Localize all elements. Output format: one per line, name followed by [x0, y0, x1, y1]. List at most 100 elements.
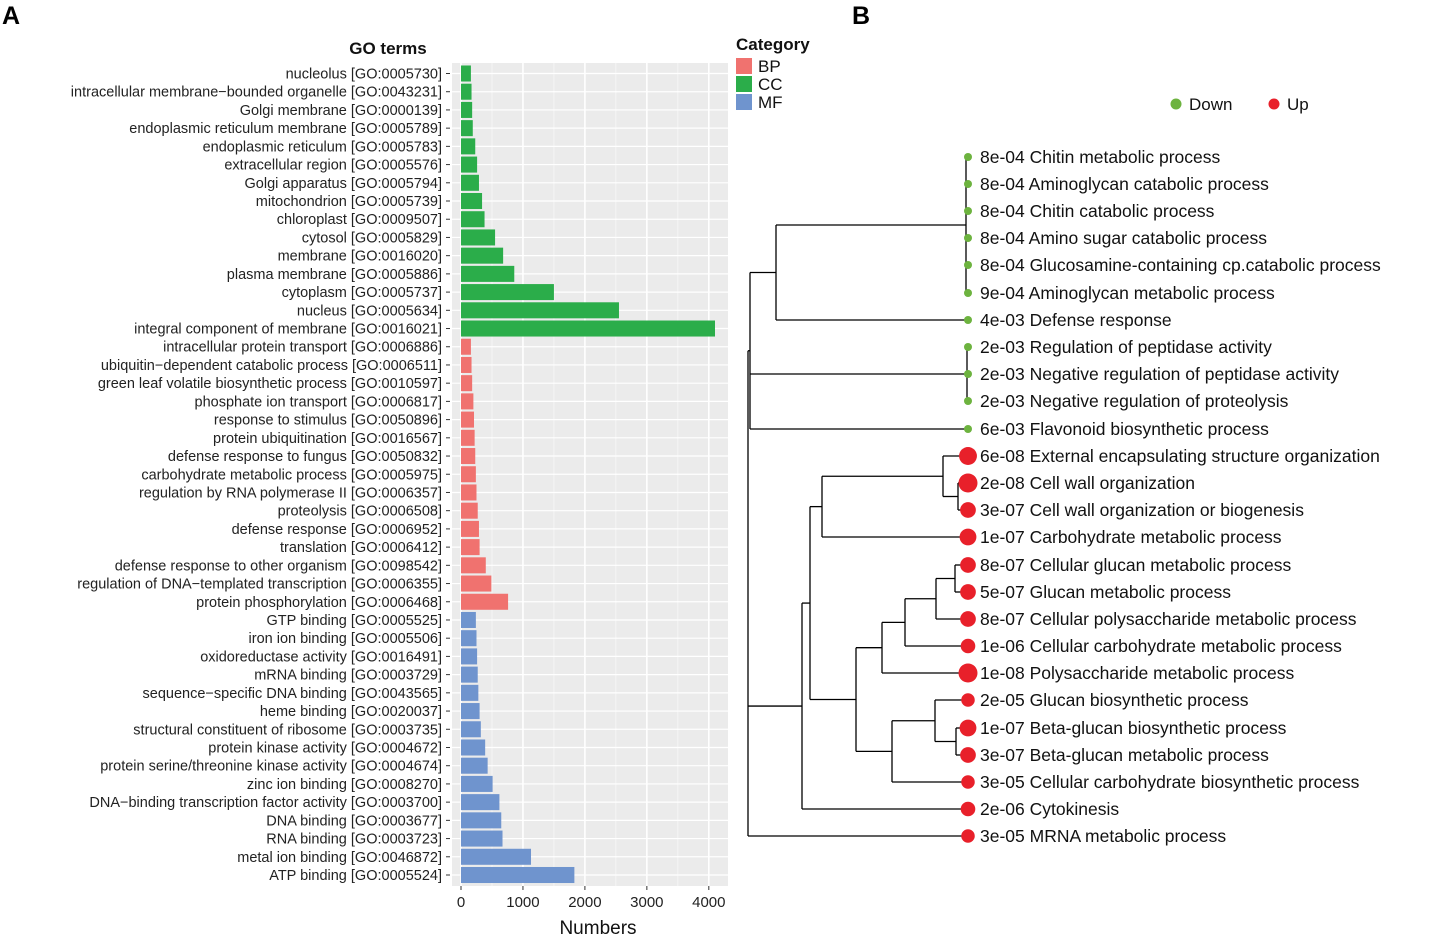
leaf-label: 2e-03 Negative regulation of peptidase a…	[980, 364, 1339, 384]
bar	[461, 411, 475, 428]
y-tick-label: sequence−specific DNA binding [GO:004356…	[143, 686, 442, 702]
leaf-dot	[958, 473, 978, 493]
leaf-label: 6e-08 External encapsulating structure o…	[980, 446, 1380, 466]
go-dendrogram: Down Up 8e-04 Chitin metabolic process8e-…	[747, 95, 1381, 846]
y-tick-label: endoplasmic reticulum [GO:0005783]	[203, 139, 442, 155]
bar	[461, 338, 471, 355]
bar	[461, 557, 486, 574]
y-tick-label: intracellular protein transport [GO:0006…	[163, 340, 442, 356]
y-tick-label: DNA−binding transcription factor activit…	[89, 795, 442, 811]
leaf-dot	[964, 234, 972, 242]
leaf-label: 8e-04 Amino sugar catabolic process	[980, 228, 1267, 248]
legend-label-bp: BP	[758, 57, 781, 76]
bar	[461, 448, 476, 465]
y-tick-label: protein ubiquitination [GO:0016567]	[213, 431, 442, 447]
bar	[461, 229, 496, 246]
bar	[461, 284, 554, 301]
legend-title: Category	[736, 35, 810, 54]
y-tick-label: RNA binding [GO:0003723]	[266, 832, 442, 848]
leaf-dot	[960, 747, 976, 763]
bar	[461, 156, 478, 173]
bar	[461, 684, 479, 701]
gridlines	[452, 63, 728, 886]
leaf-label: 4e-03 Defense response	[980, 310, 1172, 330]
leaf-dot	[964, 370, 972, 378]
y-tick-label: defense response to fungus [GO:0050832]	[168, 449, 442, 465]
y-tick-label: endoplasmic reticulum membrane [GO:00057…	[129, 121, 442, 137]
y-tick-label: structural constituent of ribosome [GO:0…	[133, 722, 442, 738]
legend-label-mf: MF	[758, 93, 783, 112]
leaf-label: 1e-07 Beta-glucan biosynthetic process	[980, 718, 1287, 738]
y-tick-label: response to stimulus [GO:0050896]	[214, 413, 442, 429]
bar	[461, 630, 477, 647]
bar	[461, 520, 479, 537]
y-tick-label: heme binding [GO:0020037]	[260, 704, 442, 720]
leaf-dot	[960, 801, 976, 817]
bar	[461, 375, 473, 392]
leaf-dot	[964, 261, 972, 269]
leaf-dot	[964, 316, 972, 324]
leaf-dot	[964, 153, 972, 161]
y-tick-label: green leaf volatile biosynthetic process…	[98, 376, 442, 392]
bar	[461, 429, 475, 446]
leaf-label: 8e-04 Chitin catabolic process	[980, 201, 1215, 221]
bar	[461, 466, 476, 483]
go-terms-bar-chart: GO terms nucleolus [GO:0005730] intracell…	[71, 35, 810, 938]
x-tick-labels: 0 1000 2000 3000 4000	[457, 886, 725, 911]
x-tick-label: 2000	[568, 894, 601, 911]
y-tick-label: nucleolus [GO:0005730]	[286, 67, 442, 83]
legend-label-down: Down	[1189, 95, 1232, 114]
y-tick-label: regulation of DNA−templated transcriptio…	[77, 577, 442, 593]
bars	[461, 65, 715, 884]
leaf-label: 8e-07 Cellular polysaccharide metabolic …	[980, 609, 1357, 629]
bar	[461, 320, 715, 337]
leaf-dot	[964, 180, 972, 188]
leaf-label: 1e-06 Cellular carbohydrate metabolic pr…	[980, 636, 1342, 656]
leaf-dot	[959, 719, 977, 737]
leaf-dot	[960, 502, 976, 518]
bar	[461, 138, 476, 155]
y-tick-label: defense response to other organism [GO:0…	[115, 558, 442, 574]
y-tick-labels: nucleolus [GO:0005730] intracellular memb…	[71, 67, 450, 884]
bar	[461, 83, 472, 100]
legend-label-up: Up	[1287, 95, 1309, 114]
leaf-label: 5e-07 Glucan metabolic process	[980, 582, 1231, 602]
leaf-dot	[958, 663, 978, 683]
x-tick-label: 3000	[630, 894, 663, 911]
dendrogram-branches	[747, 156, 968, 837]
leaf-dot	[960, 557, 976, 573]
bar	[461, 721, 481, 738]
y-tick-label: plasma membrane [GO:0005886]	[227, 267, 442, 283]
y-tick-label: translation [GO:0006412]	[280, 540, 442, 556]
y-tick-label: metal ion binding [GO:0046872]	[237, 850, 442, 866]
y-tick-label: intracellular membrane−bounded organelle…	[71, 85, 442, 101]
bar	[461, 502, 478, 519]
leaf-dot	[959, 447, 977, 465]
leaf-dot	[960, 638, 976, 654]
leaf-dot	[964, 289, 972, 297]
legend-swatch-bp	[736, 58, 752, 74]
bar	[461, 866, 575, 884]
bar	[461, 484, 477, 501]
bar	[461, 539, 480, 556]
bar	[461, 65, 471, 82]
bar	[461, 101, 473, 118]
x-tick-label: 1000	[506, 894, 539, 911]
leaf-dot	[964, 207, 972, 215]
leaf-label: 3e-07 Beta-glucan metabolic process	[980, 745, 1269, 765]
y-tick-label: protein serine/threonine kinase activity…	[100, 759, 442, 775]
leaf-label: 9e-04 Aminoglycan metabolic process	[980, 283, 1275, 303]
y-tick-label: GTP binding [GO:0005525]	[267, 613, 442, 629]
leaf-dot	[961, 693, 975, 707]
direction-legend: Down Up	[1170, 95, 1309, 114]
bar	[461, 302, 619, 319]
bar	[461, 848, 532, 865]
bar	[461, 611, 476, 628]
leaf-label: 8e-07 Cellular glucan metabolic process	[980, 555, 1292, 575]
y-tick-label: ubiquitin−dependent catabolic process [G…	[101, 358, 442, 374]
legend-swatch-cc	[736, 76, 752, 92]
legend-dot-down	[1170, 98, 1182, 110]
bar	[461, 192, 483, 210]
y-tick-label: ATP binding [GO:0005524]	[269, 868, 442, 884]
y-tick-label: carbohydrate metabolic process [GO:00059…	[141, 467, 442, 483]
